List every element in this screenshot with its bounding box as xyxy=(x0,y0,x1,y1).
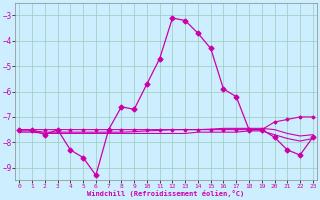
X-axis label: Windchill (Refroidissement éolien,°C): Windchill (Refroidissement éolien,°C) xyxy=(87,190,245,197)
